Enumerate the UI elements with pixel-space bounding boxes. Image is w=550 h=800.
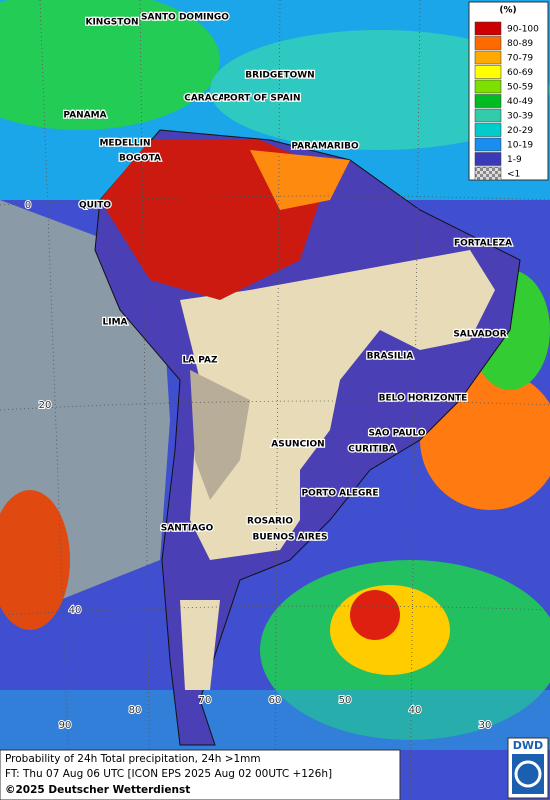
legend-title: (%) bbox=[499, 6, 516, 16]
city-label: BRASILIA bbox=[367, 352, 414, 362]
legend-label: 50-59 bbox=[507, 83, 533, 93]
legend-label: 40-49 bbox=[507, 97, 533, 107]
legend-label: 20-29 bbox=[507, 126, 533, 136]
city-label: PORTO ALEGRE bbox=[301, 489, 378, 499]
grid-label: 80 bbox=[129, 705, 142, 716]
footer-line: FT: Thu 07 Aug 06 UTC [ICON EPS 2025 Aug… bbox=[5, 768, 332, 780]
legend-swatch bbox=[474, 108, 502, 123]
legend-swatch bbox=[474, 94, 502, 108]
grid-label: 0 bbox=[25, 200, 31, 211]
legend-label: 10-19 bbox=[507, 141, 533, 151]
legend-swatch bbox=[474, 152, 502, 166]
footer-box bbox=[0, 749, 401, 800]
land-dry bbox=[180, 250, 495, 560]
city-label: BELO HORIZONTE bbox=[379, 394, 468, 404]
field bbox=[0, 490, 70, 630]
city-label: SAO PAULO bbox=[368, 429, 425, 439]
legend-swatch bbox=[474, 21, 502, 36]
city-label: PANAMA bbox=[63, 111, 106, 121]
field bbox=[0, 0, 220, 130]
city-label: SALVADOR bbox=[453, 330, 506, 340]
legend-label: 90-100 bbox=[507, 25, 539, 35]
city-label: CURITIBA bbox=[348, 445, 396, 455]
city-label: BOGOTA bbox=[119, 154, 161, 164]
city-label: KINGSTON bbox=[85, 18, 138, 28]
city-label: MEDELLIN bbox=[99, 139, 150, 149]
legend-label: 60-69 bbox=[507, 68, 533, 78]
grid-label: 70 bbox=[199, 695, 212, 706]
grid-label: 40 bbox=[69, 605, 82, 616]
legend-swatch bbox=[474, 79, 502, 94]
legend-swatch bbox=[474, 123, 502, 137]
logo-text: DWD bbox=[513, 739, 543, 752]
labels: KINGSTON SANTO DOMINGOBRIDGETOWNCARACASPO… bbox=[24, 11, 514, 732]
city-label: QUITO bbox=[79, 201, 111, 211]
city-label: PARAMARIBO bbox=[291, 142, 359, 152]
land-highland bbox=[190, 370, 250, 500]
city-label: SANTIAGO bbox=[161, 524, 214, 534]
city-label: ROSARIO bbox=[247, 517, 293, 527]
grid-label: 50 bbox=[339, 695, 352, 706]
grid-label: 30 bbox=[479, 720, 492, 731]
legend-swatch bbox=[474, 36, 502, 50]
legend-swatch bbox=[474, 50, 502, 65]
legend-swatch bbox=[474, 166, 502, 181]
legend-swatch bbox=[474, 137, 502, 152]
legend-label: 30-39 bbox=[507, 112, 533, 122]
city-label: FORTALEZA bbox=[454, 239, 512, 249]
legend-label: 1-9 bbox=[507, 155, 522, 165]
legend: 90-100 80-89 70-79 60-69 50-59 40-49 30-39 20-2… bbox=[474, 21, 539, 181]
legend-label: 80-89 bbox=[507, 39, 533, 49]
city-label: SANTO DOMINGO bbox=[141, 13, 229, 23]
rain-core bbox=[250, 150, 350, 210]
land-dry bbox=[180, 600, 220, 690]
legend-label: 70-79 bbox=[507, 54, 533, 64]
grid-label: 60 bbox=[269, 695, 282, 706]
footer-line: Probability of 24h Total precipitation, … bbox=[5, 753, 261, 765]
city-label: BUENOS AIRES bbox=[253, 533, 328, 543]
legend-swatch bbox=[474, 65, 502, 79]
city-label: BRIDGETOWN bbox=[245, 71, 314, 81]
city-label: ASUNCION bbox=[271, 440, 324, 450]
grid-label: 90 bbox=[59, 720, 72, 731]
grid-label: 20 bbox=[39, 400, 52, 411]
copyright: ©2025 Deutscher Wetterdienst bbox=[5, 784, 190, 796]
field bbox=[210, 30, 550, 150]
city-label: CARACAS bbox=[184, 94, 232, 104]
grid-label: 40 bbox=[409, 705, 422, 716]
field bbox=[350, 590, 400, 640]
city-label: LA PAZ bbox=[182, 356, 218, 366]
logo-mark bbox=[514, 760, 542, 788]
legend-label: <1 bbox=[507, 170, 520, 180]
city-label: PORT OF SPAIN bbox=[223, 94, 300, 104]
city-label: LIMA bbox=[102, 318, 127, 328]
